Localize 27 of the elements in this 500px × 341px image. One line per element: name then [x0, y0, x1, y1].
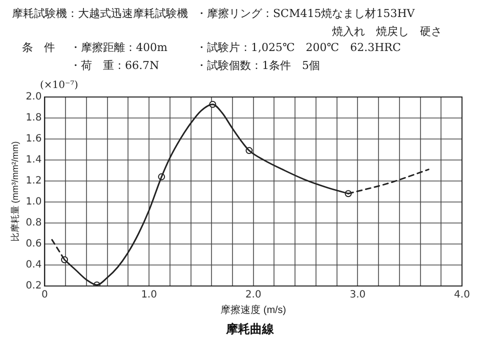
text: 摩耗試験機：大越式迅速摩耗試験機 — [12, 6, 188, 21]
text: ・摩擦リング：SCM415焼なまし材153HV — [196, 6, 415, 21]
x-axis-title: 摩擦速度 (m/s) — [220, 304, 286, 316]
y-tick-label: 0.4 — [26, 260, 42, 271]
x-tick-label: 0 — [42, 290, 48, 301]
text: 条 件 — [22, 40, 55, 55]
text: ・荷 重：66.7N — [70, 58, 160, 73]
text: (×10⁻⁷) — [40, 80, 78, 91]
x-tick-label: 3.0 — [350, 290, 366, 301]
x-tick-label: 2.0 — [245, 290, 262, 301]
y-tick-label: 0.6 — [26, 238, 42, 250]
text: ・試験個数：1条件 5個 — [196, 58, 320, 73]
y-tick-label: 0.8 — [26, 218, 42, 229]
y-tick-label: 1.8 — [26, 112, 42, 124]
x-tick-label: 1.0 — [141, 290, 157, 301]
y-axis-title: 比摩耗量 (mm³/mm²/mm) — [10, 141, 20, 242]
y-tick-label: 1.2 — [26, 176, 42, 187]
y-tick-label: 1.0 — [26, 196, 42, 208]
y-tick-label: 2.0 — [26, 92, 42, 103]
text: ・試験片：1,025℃ 200℃ 62.3HRC — [196, 40, 401, 55]
text: ・摩擦距離：400m — [70, 40, 168, 55]
text: 摩耗曲線 — [225, 321, 275, 338]
y-tick-label: 1.4 — [26, 154, 42, 166]
x-tick-label: 4.0 — [454, 290, 470, 301]
y-tick-label: 0.2 — [26, 280, 42, 292]
text: 焼入れ 焼戻し 硬さ — [332, 24, 442, 39]
y-tick-label: 1.6 — [26, 134, 42, 145]
